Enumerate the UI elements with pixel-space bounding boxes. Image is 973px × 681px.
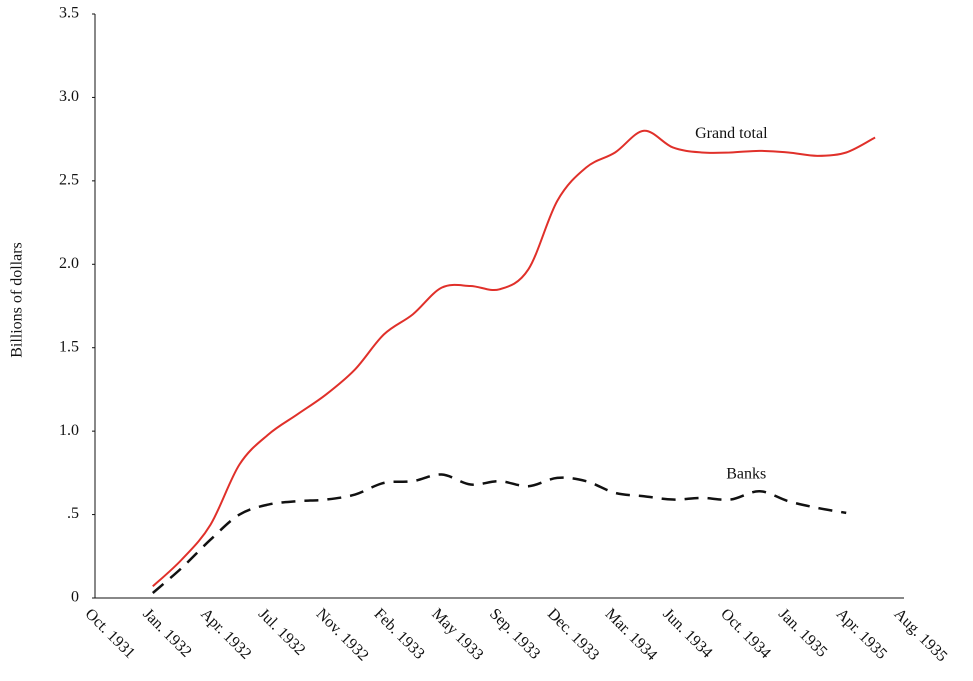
y-tick-label: 2.5	[59, 172, 79, 189]
x-tick-label: Nov. 1932	[313, 605, 372, 664]
y-axis-label: Billions of dollars	[9, 242, 26, 358]
y-tick-label: .5	[67, 505, 79, 522]
y-tick-label: 1.0	[59, 422, 79, 439]
x-tick-label: Aug. 1935	[891, 605, 951, 665]
x-tick-label: Apr. 1935	[833, 605, 890, 662]
y-tick-label: 3.0	[59, 88, 79, 105]
x-tick-label: Feb. 1933	[371, 605, 428, 662]
x-tick-label: Oct. 1931	[82, 605, 139, 662]
x-tick-label: Apr. 1932	[197, 605, 254, 662]
series-line	[152, 129, 876, 588]
y-tick-label: 2.0	[59, 255, 79, 272]
x-tick-label: Jun. 1934	[659, 605, 715, 661]
y-tick-label: 0	[71, 589, 79, 606]
x-tick-label: Mar. 1934	[602, 605, 661, 664]
series-label: Banks	[726, 466, 766, 483]
series-label: Grand total	[695, 125, 768, 142]
x-tick-label: Jul. 1932	[255, 605, 309, 659]
series-line	[151, 473, 847, 594]
y-tick-label: 3.5	[59, 5, 79, 22]
x-tick-label: Jan. 1935	[775, 605, 830, 660]
y-tick-label: 1.5	[59, 338, 79, 355]
x-tick-label: May 1933	[428, 605, 486, 663]
x-tick-label: Oct. 1934	[717, 605, 774, 662]
x-tick-label: Sep. 1933	[486, 605, 543, 662]
x-tick-label: Jan. 1932	[139, 605, 194, 660]
x-tick-label: Dec. 1933	[544, 605, 603, 664]
